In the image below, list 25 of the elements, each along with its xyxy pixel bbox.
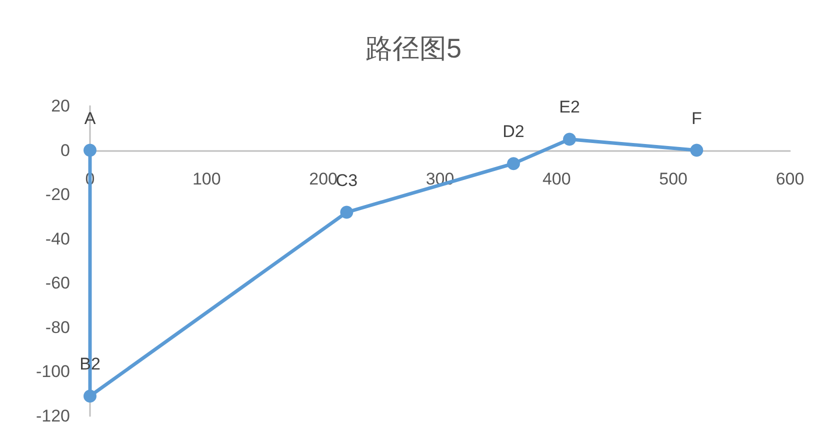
y-tick-label: -100 [36,362,70,382]
y-tick-label: -120 [36,406,70,426]
y-tick-label: -40 [45,229,70,248]
y-tick-label: 20 [51,96,70,116]
x-tick-label: 200 [309,169,338,188]
y-tick-label: -20 [45,185,70,204]
y-tick-label: -60 [45,274,70,293]
annotation: A [84,108,96,128]
y-tick-label: -80 [45,318,70,337]
point [507,157,520,170]
point [690,144,704,157]
annotation: C3 [336,170,358,190]
point [563,132,576,146]
x-tick-label: 400 [542,169,571,188]
x-tick-label: 500 [659,169,688,188]
annotation: E2 [559,98,580,117]
x-tick-label: 600 [776,169,804,188]
chart-title: 路径图5 [365,34,462,64]
point [84,390,96,403]
annotation: D2 [502,122,524,142]
annotation: F [691,108,702,128]
point [84,144,96,157]
y-tick-label: 0 [60,140,70,160]
point [340,206,354,219]
x-tick-label: 100 [192,169,221,188]
